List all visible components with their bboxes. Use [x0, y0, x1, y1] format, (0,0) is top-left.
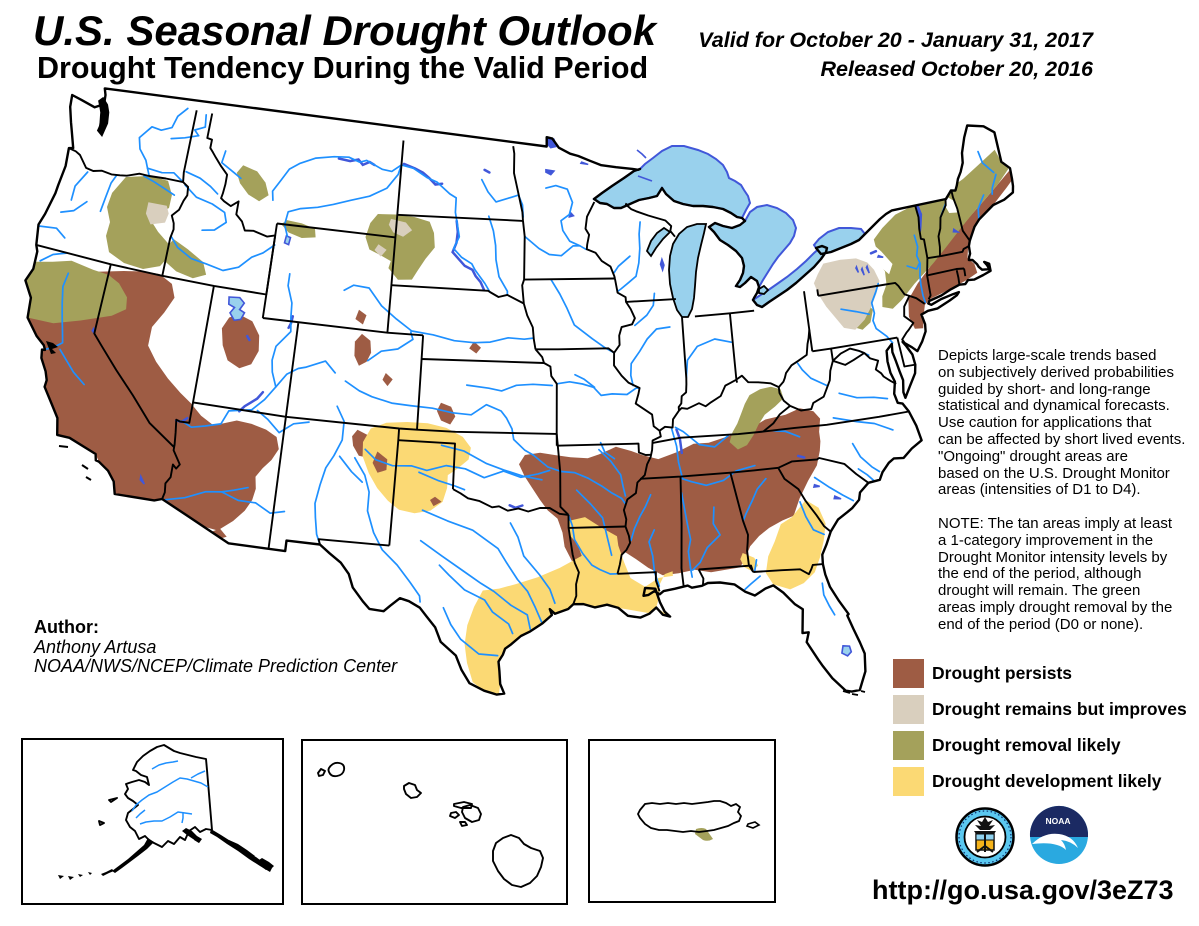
svg-text:NOAA: NOAA: [1045, 816, 1070, 826]
